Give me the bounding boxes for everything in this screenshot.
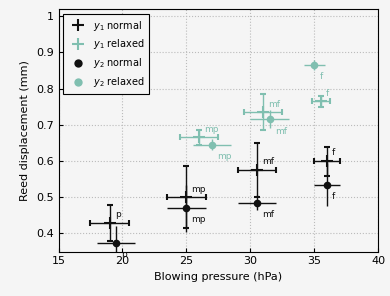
- Legend: $y_1$ normal, $y_1$ relaxed, $y_2$ normal, $y_2$ relaxed: $y_1$ normal, $y_1$ relaxed, $y_2$ norma…: [63, 14, 149, 94]
- Text: mf: mf: [262, 157, 274, 166]
- Y-axis label: Reed displacement (mm): Reed displacement (mm): [20, 60, 30, 201]
- Text: mf: mf: [268, 99, 280, 109]
- Text: mp: mp: [191, 215, 206, 224]
- X-axis label: Blowing pressure (hPa): Blowing pressure (hPa): [154, 272, 282, 282]
- Text: f: f: [326, 89, 329, 98]
- Text: f: f: [332, 148, 335, 157]
- Text: f: f: [332, 192, 335, 201]
- Text: mp: mp: [217, 152, 232, 161]
- Text: mf: mf: [262, 210, 274, 219]
- Text: mp: mp: [204, 125, 219, 134]
- Text: mf: mf: [275, 127, 287, 136]
- Text: f: f: [319, 72, 323, 81]
- Text: p: p: [121, 250, 127, 259]
- Text: mp: mp: [191, 185, 206, 194]
- Text: p: p: [115, 210, 121, 219]
